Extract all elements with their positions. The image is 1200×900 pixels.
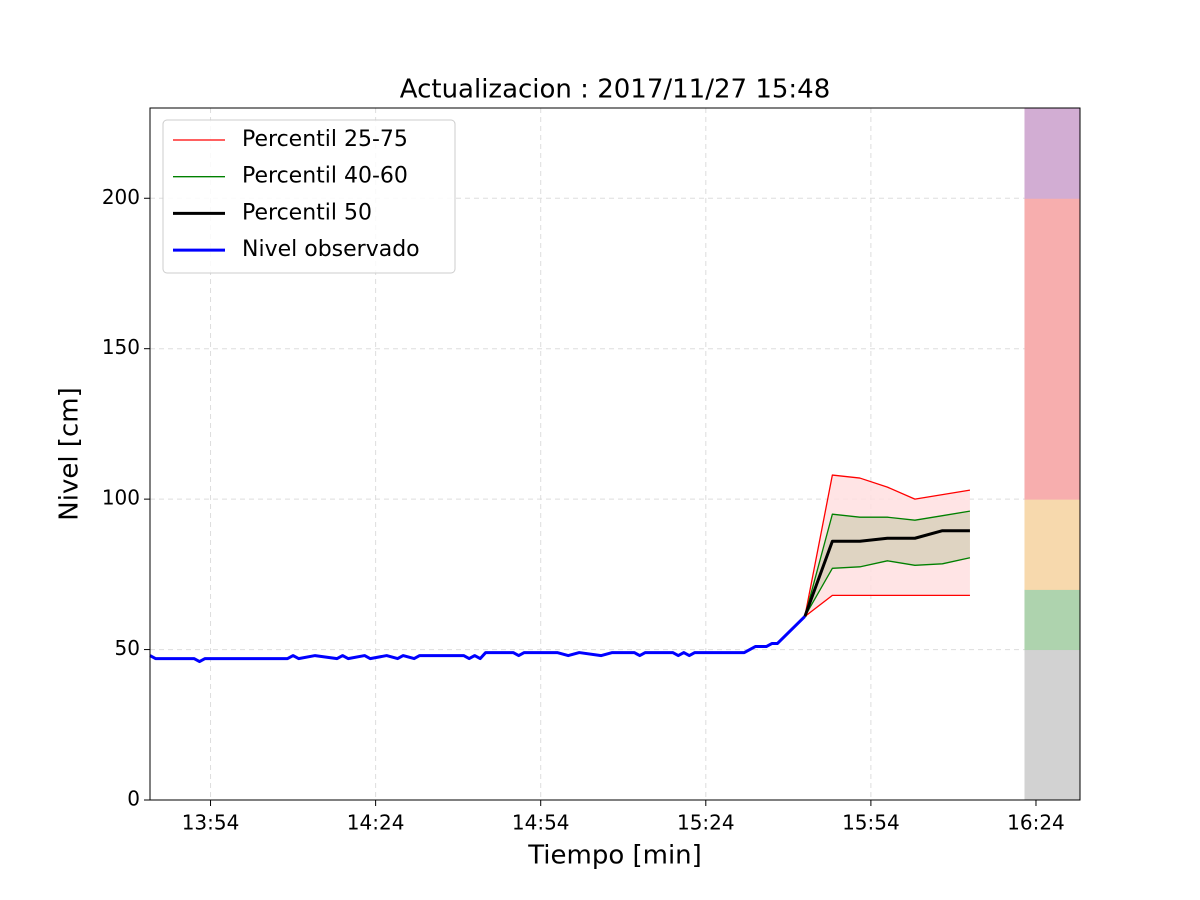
x-axis-label: Tiempo [min] [527,841,702,871]
legend-label: Nivel observado [242,237,420,262]
y-tick-label: 0 [127,787,140,811]
x-tick-label: 14:24 [347,811,405,835]
x-tick-label: 15:24 [677,811,735,835]
y-tick-label: 100 [102,486,140,510]
legend-label: Percentil 25-75 [242,127,408,152]
chart-title: Actualizacion : 2017/11/27 15:48 [400,75,831,105]
series-line [804,594,970,617]
plot-frame [149,107,1081,801]
x-tick-label: 15:54 [842,811,900,835]
y-tick-label: 50 [115,636,140,660]
threshold-band [1024,649,1081,801]
x-tick-label: 16:24 [1007,811,1065,835]
legend-label: Percentil 50 [242,200,372,225]
series-line [804,557,971,617]
y-tick-label: 150 [102,335,140,359]
threshold-band [1024,588,1081,651]
x-tick-label: 14:54 [512,811,570,835]
series-line [803,529,970,617]
threshold-band [1024,107,1081,199]
series-line [149,615,806,664]
threshold-band [1024,498,1081,590]
legend-box [162,119,456,274]
y-tick-label: 200 [102,185,140,209]
x-tick-label: 13:54 [182,811,240,835]
threshold-band [1024,197,1081,500]
band-fill [804,511,970,617]
series-line [804,510,971,617]
y-axis-label: Nivel [cm] [55,387,85,520]
series-line [804,474,971,617]
legend-label: Percentil 40-60 [242,164,408,189]
